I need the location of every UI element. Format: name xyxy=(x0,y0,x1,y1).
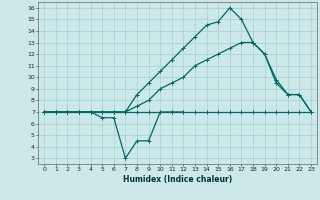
X-axis label: Humidex (Indice chaleur): Humidex (Indice chaleur) xyxy=(123,175,232,184)
